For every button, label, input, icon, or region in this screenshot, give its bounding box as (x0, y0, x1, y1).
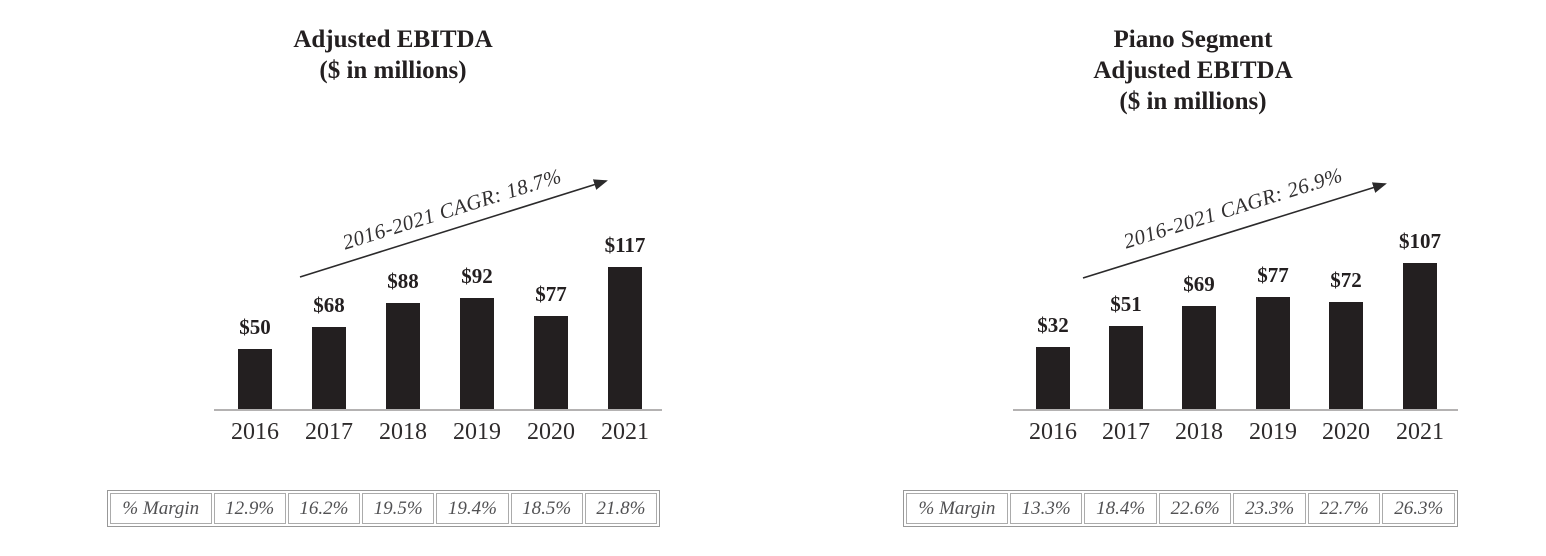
cagr-trend-arrow-right (1082, 182, 1387, 279)
cagr-trend-arrow-left (299, 179, 608, 278)
